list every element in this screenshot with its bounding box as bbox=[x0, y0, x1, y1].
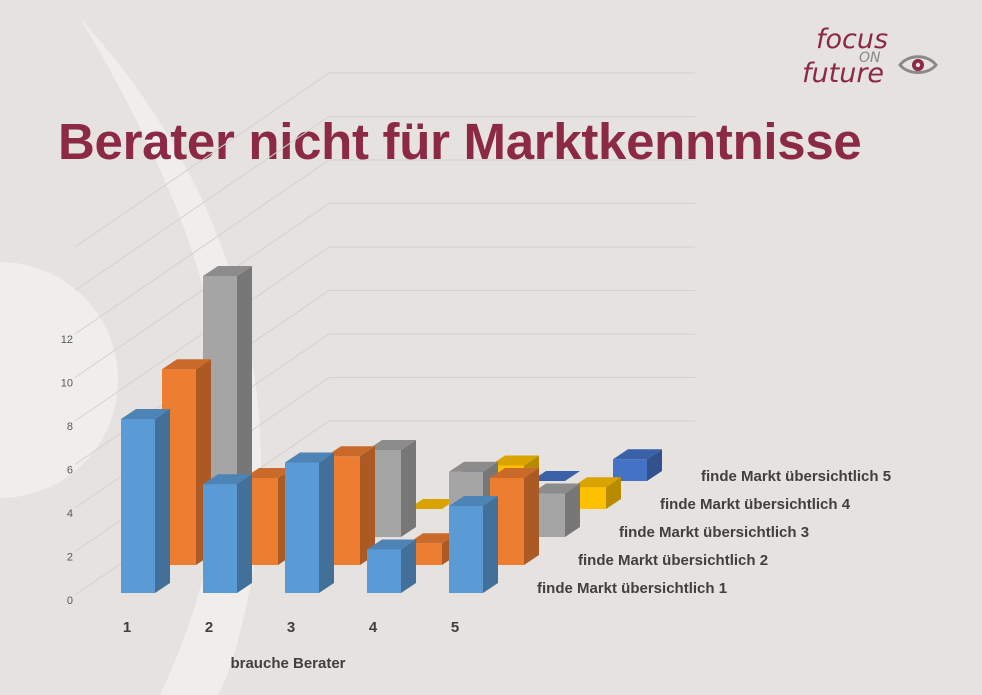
bar-side bbox=[237, 474, 252, 593]
bar-top bbox=[244, 468, 293, 478]
bar bbox=[203, 474, 252, 593]
bar bbox=[531, 471, 580, 481]
bar-top bbox=[490, 468, 539, 478]
series-label: finde Markt übersichtlich 3 bbox=[619, 524, 809, 541]
bar-top bbox=[203, 266, 252, 276]
bar-side bbox=[319, 452, 334, 593]
bar-top bbox=[408, 533, 457, 544]
bar bbox=[572, 477, 621, 509]
series-label: finde Markt übersichtlich 4 bbox=[660, 496, 851, 513]
x-category-label: 4 bbox=[369, 619, 378, 636]
bar-top bbox=[490, 455, 539, 466]
gridline-side bbox=[74, 203, 330, 378]
bar-side bbox=[606, 477, 621, 509]
y-tick-label: 10 bbox=[61, 378, 73, 390]
y-tick-label: 12 bbox=[61, 334, 73, 346]
gridline-side bbox=[74, 116, 330, 291]
bar-side bbox=[237, 266, 252, 537]
bar-front bbox=[408, 543, 442, 565]
bar-top bbox=[162, 359, 211, 370]
bar bbox=[531, 483, 580, 537]
series-label: finde Markt übersichtlich 1 bbox=[537, 580, 727, 597]
bar-top bbox=[121, 409, 170, 419]
bar-top bbox=[285, 452, 334, 463]
bar-side bbox=[565, 483, 580, 537]
eye-icon bbox=[898, 55, 938, 74]
logo-word-on: ON bbox=[859, 50, 881, 66]
x-axis-title: brauche Berater bbox=[230, 655, 345, 672]
logo-word-future: future bbox=[802, 58, 885, 89]
bar bbox=[285, 452, 334, 593]
bar-top bbox=[449, 496, 498, 506]
bar bbox=[449, 496, 498, 593]
bar bbox=[121, 409, 170, 593]
y-tick-label: 2 bbox=[67, 552, 73, 564]
bar-side bbox=[155, 409, 170, 593]
series-label: finde Markt übersichtlich 2 bbox=[578, 552, 768, 569]
y-tick-label: 0 bbox=[67, 595, 73, 607]
bar-front bbox=[572, 487, 606, 509]
bar-side bbox=[647, 449, 662, 481]
bar-top bbox=[531, 483, 580, 494]
bar-side bbox=[401, 440, 416, 537]
bar-top bbox=[613, 449, 662, 460]
focus-on-future-logo: focus ON future bbox=[796, 24, 956, 94]
y-tick-label: 6 bbox=[67, 465, 73, 477]
x-category-label: 1 bbox=[123, 619, 131, 636]
bar-front bbox=[285, 462, 319, 593]
bar-side bbox=[401, 539, 416, 593]
gridline-side bbox=[74, 159, 330, 335]
bar-top bbox=[449, 461, 498, 472]
bar-front bbox=[449, 506, 483, 593]
bar bbox=[408, 533, 457, 565]
series-label: finde Markt übersichtlich 5 bbox=[701, 468, 891, 485]
bar-front bbox=[203, 484, 237, 593]
x-category-label: 3 bbox=[287, 619, 295, 636]
bar-top bbox=[367, 539, 416, 550]
bar bbox=[408, 499, 457, 509]
bar-top bbox=[203, 474, 252, 485]
x-category-label: 2 bbox=[205, 619, 213, 636]
gridline-side bbox=[74, 246, 330, 422]
bars bbox=[121, 266, 662, 593]
bar-top bbox=[572, 477, 621, 488]
bar-side bbox=[483, 496, 498, 593]
bar-top bbox=[531, 471, 580, 481]
bar-side bbox=[524, 468, 539, 565]
y-tick-label: 8 bbox=[67, 421, 73, 433]
bar bbox=[613, 449, 662, 481]
bar-front bbox=[613, 459, 647, 481]
x-category-label: 5 bbox=[451, 619, 459, 636]
bar-top bbox=[408, 499, 457, 509]
bar-top bbox=[367, 440, 416, 450]
bar bbox=[367, 539, 416, 593]
bar-side bbox=[360, 446, 375, 565]
bar-top bbox=[326, 446, 375, 457]
bar-front bbox=[121, 419, 155, 593]
bar-front bbox=[367, 549, 401, 593]
logo-word-focus: focus bbox=[816, 24, 889, 55]
y-tick-label: 4 bbox=[67, 508, 73, 520]
gridline-side bbox=[74, 72, 330, 248]
